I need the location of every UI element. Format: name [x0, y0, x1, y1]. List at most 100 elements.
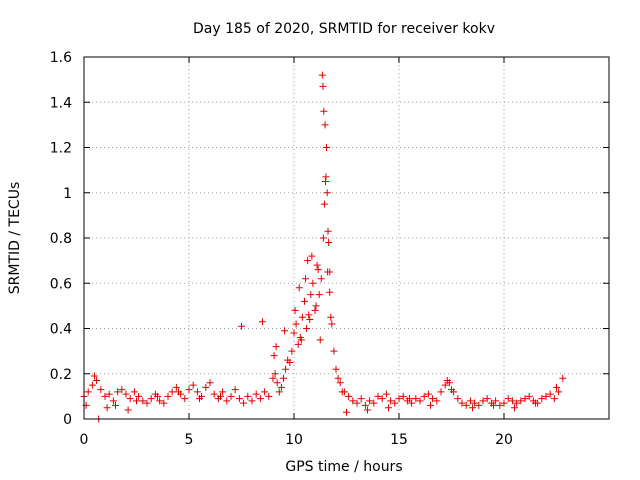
- data-point: [124, 406, 132, 414]
- data-point: [314, 266, 322, 274]
- data-point: [427, 401, 434, 409]
- data-point: [546, 390, 554, 398]
- y-tick-label: 0.6: [50, 276, 72, 292]
- data-point: [282, 365, 290, 373]
- x-axis-label: GPS time / hours: [285, 459, 402, 475]
- data-point: [321, 121, 329, 129]
- data-point: [326, 268, 334, 276]
- data-point: [292, 320, 300, 328]
- y-axis-label: SRMTID / TECUs: [7, 182, 23, 295]
- data-point: [315, 291, 323, 299]
- data-point: [424, 390, 432, 398]
- data-points: [80, 71, 567, 423]
- data-point: [308, 252, 316, 260]
- data-point: [466, 397, 474, 405]
- data-point: [291, 306, 299, 314]
- data-point: [304, 257, 312, 265]
- data-point: [156, 397, 164, 405]
- data-point: [91, 372, 98, 380]
- data-point: [391, 399, 399, 407]
- axis-ticks: 0 0.2 0.4 0.6 0.8 1 1.2 1.4 1.6 0 5 10 15 20: [50, 50, 609, 448]
- data-point: [298, 313, 306, 321]
- data-point: [387, 397, 395, 405]
- data-point: [542, 392, 550, 400]
- data-point: [193, 388, 201, 396]
- data-point: [143, 399, 151, 407]
- data-point: [133, 397, 140, 405]
- data-point: [559, 374, 567, 382]
- data-point: [338, 388, 346, 396]
- chart-title: Day 185 of 2020, SRMTID for receiver kok…: [193, 21, 495, 37]
- data-point: [328, 320, 336, 328]
- data-point: [517, 397, 525, 405]
- data-point: [261, 388, 269, 396]
- data-point: [316, 336, 324, 344]
- data-point: [317, 275, 325, 283]
- data-point: [290, 329, 298, 337]
- data-point: [525, 392, 533, 400]
- data-point: [235, 395, 243, 403]
- y-tick-label: 1: [63, 186, 72, 202]
- data-point: [112, 401, 119, 409]
- data-point: [332, 365, 340, 373]
- data-point: [306, 315, 314, 323]
- data-point: [313, 261, 321, 269]
- data-point: [303, 325, 311, 332]
- data-point: [277, 383, 285, 391]
- data-point: [181, 395, 189, 403]
- data-point: [320, 107, 328, 115]
- data-point: [441, 381, 449, 389]
- data-point: [513, 399, 521, 407]
- data-point: [84, 388, 92, 396]
- data-point: [395, 395, 403, 403]
- data-point: [227, 392, 235, 400]
- grid-lines: [84, 57, 609, 419]
- data-point: [118, 386, 126, 394]
- data-point: [294, 340, 302, 348]
- x-tick-label: 0: [80, 432, 89, 448]
- data-point: [437, 388, 445, 396]
- data-point: [399, 392, 407, 400]
- y-tick-label: 1.6: [50, 50, 72, 66]
- data-point: [323, 189, 331, 197]
- data-point: [550, 395, 558, 403]
- data-point: [357, 395, 365, 403]
- x-tick-label: 15: [390, 432, 408, 448]
- data-point: [490, 401, 497, 409]
- data-point: [500, 399, 508, 407]
- data-point: [496, 401, 504, 409]
- data-point: [305, 311, 313, 319]
- data-point: [462, 401, 470, 409]
- data-point: [433, 397, 441, 405]
- data-point: [164, 392, 172, 400]
- data-point: [189, 381, 197, 389]
- data-point: [326, 288, 334, 296]
- data-point: [301, 297, 308, 305]
- data-point: [318, 71, 326, 79]
- data-point: [378, 395, 386, 403]
- data-point: [122, 390, 130, 398]
- data-point: [217, 392, 224, 400]
- data-point: [280, 374, 287, 382]
- data-point: [538, 395, 546, 403]
- data-point: [270, 352, 278, 360]
- data-point: [273, 379, 281, 387]
- data-point: [259, 318, 266, 326]
- data-point: [349, 397, 357, 405]
- data-point: [288, 347, 296, 355]
- data-point: [420, 392, 428, 400]
- data-point: [126, 395, 134, 403]
- data-point: [408, 399, 416, 407]
- data-point: [223, 397, 231, 405]
- data-point: [325, 239, 333, 247]
- y-tick-label: 0: [63, 412, 72, 428]
- data-point: [210, 390, 218, 398]
- data-point: [93, 377, 101, 385]
- data-point: [307, 291, 315, 299]
- data-point: [319, 82, 327, 90]
- data-point: [532, 399, 539, 407]
- data-point: [185, 386, 193, 394]
- data-point: [508, 397, 516, 405]
- data-point: [343, 408, 350, 416]
- data-point: [281, 327, 289, 335]
